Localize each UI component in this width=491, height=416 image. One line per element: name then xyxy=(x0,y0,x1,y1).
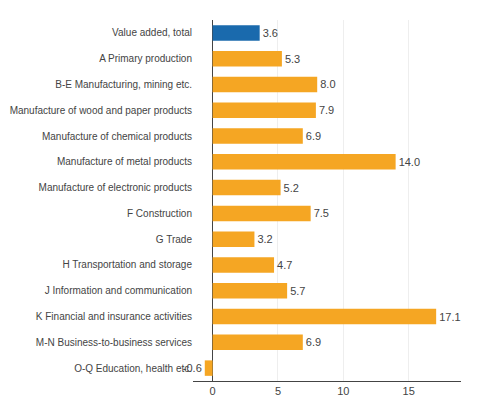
svg-text:0: 0 xyxy=(210,385,216,397)
svg-text:17.1: 17.1 xyxy=(439,311,460,323)
svg-text:5.3: 5.3 xyxy=(285,53,300,65)
svg-text:Value added, total: Value added, total xyxy=(112,27,192,38)
svg-text:10: 10 xyxy=(337,385,349,397)
svg-text:8.0: 8.0 xyxy=(320,78,335,90)
svg-text:O-Q Education, health etc.: O-Q Education, health etc. xyxy=(74,363,192,374)
svg-text:6.9: 6.9 xyxy=(306,336,321,348)
svg-text:15: 15 xyxy=(403,385,415,397)
svg-text:6.9: 6.9 xyxy=(306,130,321,142)
svg-text:H Transportation and storage: H Transportation and storage xyxy=(62,259,192,270)
svg-text:B-E Manufacturing, mining etc.: B-E Manufacturing, mining etc. xyxy=(55,79,192,90)
svg-text:5: 5 xyxy=(275,385,281,397)
svg-text:M-N Business-to-business servi: M-N Business-to-business services xyxy=(36,337,192,348)
svg-text:Manufacture of electronic prod: Manufacture of electronic products xyxy=(39,182,192,193)
svg-text:J Information and communicatio: J Information and communication xyxy=(45,285,192,296)
svg-text:Manufacture of chemical produc: Manufacture of chemical products xyxy=(42,131,192,142)
svg-text:4.7: 4.7 xyxy=(277,259,292,271)
svg-text:G Trade: G Trade xyxy=(156,234,193,245)
svg-text:3.2: 3.2 xyxy=(257,233,272,245)
svg-text:5.7: 5.7 xyxy=(290,285,305,297)
svg-text:3.6: 3.6 xyxy=(263,27,278,39)
svg-text:5.2: 5.2 xyxy=(284,182,299,194)
svg-text:A Primary production: A Primary production xyxy=(99,53,192,64)
svg-text:7.9: 7.9 xyxy=(319,104,334,116)
svg-text:14.0: 14.0 xyxy=(399,156,420,168)
svg-text:-0.6: -0.6 xyxy=(183,362,202,374)
svg-text:Manufacture of wood and paper: Manufacture of wood and paper products xyxy=(10,105,192,116)
svg-text:7.5: 7.5 xyxy=(314,207,329,219)
svg-text:Manufacture of metal products: Manufacture of metal products xyxy=(57,156,192,167)
svg-text:K Financial and insurance acti: K Financial and insurance activities xyxy=(36,311,192,322)
svg-text:F Construction: F Construction xyxy=(127,208,192,219)
